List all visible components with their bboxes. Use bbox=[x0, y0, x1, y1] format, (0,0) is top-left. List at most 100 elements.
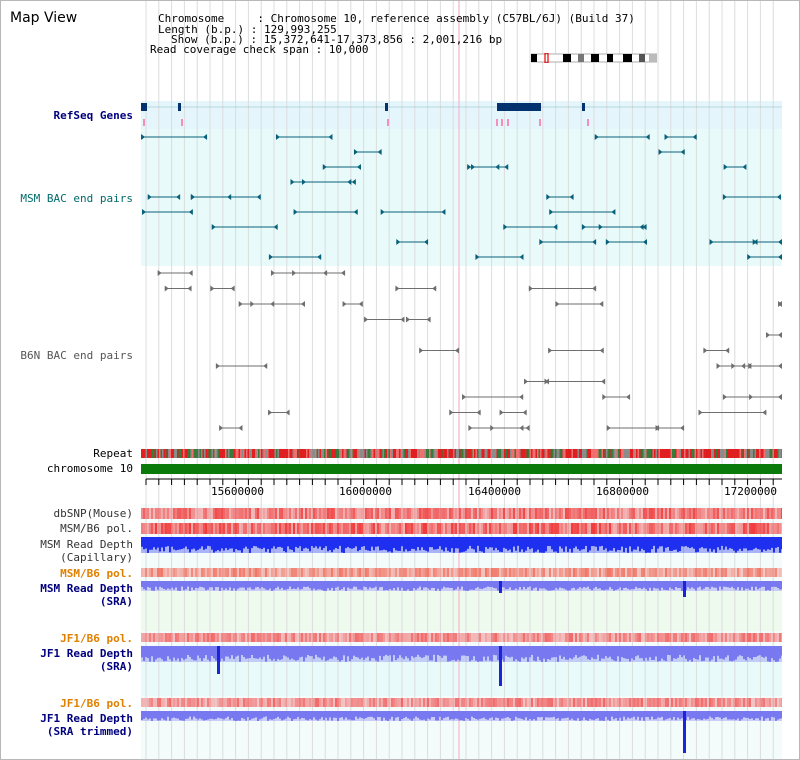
depth-bar bbox=[769, 537, 771, 550]
heat-cell bbox=[467, 508, 469, 519]
heat-cell bbox=[303, 508, 305, 519]
repeat-bar bbox=[222, 449, 224, 458]
label-repeat[interactable]: Repeat bbox=[93, 447, 133, 460]
heat-cell bbox=[757, 523, 759, 534]
heat-cell bbox=[705, 568, 707, 577]
heat-cell bbox=[343, 523, 345, 534]
heat-cell bbox=[751, 508, 753, 519]
heat-cell bbox=[211, 523, 213, 534]
heat-cell bbox=[735, 698, 737, 707]
heat-cell bbox=[315, 523, 317, 534]
repeat-bar bbox=[255, 449, 257, 458]
heat-cell bbox=[509, 508, 511, 519]
label-msm-read-depth-sra-1[interactable]: MSM Read Depth bbox=[40, 582, 133, 595]
label-msm-bac-end-pairs[interactable]: MSM BAC end pairs bbox=[20, 192, 133, 205]
heat-cell bbox=[271, 523, 273, 534]
depth-bar bbox=[159, 581, 161, 587]
heat-cell bbox=[215, 698, 217, 707]
depth-bar bbox=[721, 646, 723, 659]
heat-cell bbox=[667, 698, 669, 707]
repeat-bar bbox=[148, 449, 150, 458]
heat-cell bbox=[457, 568, 459, 577]
label-jf1-read-depth-trimmed-1[interactable]: JF1 Read Depth bbox=[40, 712, 133, 725]
depth-bar bbox=[339, 646, 341, 662]
label-msm-b6-pol-2[interactable]: MSM/B6 pol. bbox=[60, 567, 133, 580]
heat-cell bbox=[189, 508, 191, 519]
label-b6n-bac-end-pairs[interactable]: B6N BAC end pairs bbox=[20, 349, 133, 362]
depth-bar bbox=[433, 537, 435, 550]
heat-cell bbox=[519, 508, 521, 519]
heat-cell bbox=[565, 523, 567, 534]
heat-cell bbox=[717, 633, 719, 642]
heat-cell bbox=[585, 508, 587, 519]
depth-bar bbox=[285, 711, 287, 719]
heat-cell bbox=[469, 523, 471, 534]
depth-bar bbox=[303, 711, 305, 719]
heat-cell bbox=[759, 508, 761, 519]
depth-bar bbox=[465, 581, 467, 591]
depth-bar bbox=[485, 581, 487, 588]
label-dbsnp-mouse[interactable]: dbSNP(Mouse) bbox=[53, 507, 133, 520]
depth-bar bbox=[385, 646, 387, 655]
depth-bar bbox=[569, 581, 571, 591]
depth-bar bbox=[449, 646, 451, 662]
depth-bar bbox=[607, 711, 609, 720]
depth-bar bbox=[307, 537, 309, 549]
depth-bar bbox=[507, 581, 509, 590]
heat-cell bbox=[335, 523, 337, 534]
heat-cell bbox=[383, 698, 385, 707]
repeat-bar bbox=[471, 449, 473, 458]
repeat-bar bbox=[691, 449, 693, 458]
depth-bar bbox=[337, 711, 339, 721]
repeat-bar bbox=[409, 449, 411, 458]
depth-bar bbox=[623, 711, 625, 717]
depth-bar bbox=[531, 711, 533, 721]
depth-bar bbox=[605, 581, 607, 590]
heat-cell bbox=[193, 568, 195, 577]
track-area[interactable] bbox=[141, 1, 783, 759]
depth-bar bbox=[769, 646, 771, 662]
heat-cell bbox=[429, 508, 431, 519]
depth-bar bbox=[175, 711, 177, 719]
label-jf1-b6-pol[interactable]: JF1/B6 pol. bbox=[60, 632, 133, 645]
msm-bac-pair-end bbox=[539, 239, 544, 245]
heat-cell bbox=[709, 508, 711, 519]
label-refseq-genes[interactable]: RefSeq Genes bbox=[53, 109, 133, 122]
heat-cell bbox=[189, 633, 191, 642]
depth-bar bbox=[613, 537, 615, 549]
heat-cell bbox=[205, 633, 207, 642]
label-jf1-read-depth-sra-1[interactable]: JF1 Read Depth bbox=[40, 647, 133, 660]
heat-cell bbox=[303, 633, 305, 642]
repeat-bar bbox=[304, 449, 306, 458]
repeat-bar bbox=[544, 449, 546, 458]
heat-cell bbox=[605, 633, 607, 642]
heat-cell bbox=[641, 508, 643, 519]
depth-bar bbox=[523, 537, 525, 553]
heat-cell bbox=[523, 508, 525, 519]
label-jf1-b6-pol-2[interactable]: JF1/B6 pol. bbox=[60, 697, 133, 710]
heat-cell bbox=[235, 523, 237, 534]
chromosome-ideogram[interactable] bbox=[531, 53, 657, 63]
heat-cell bbox=[567, 633, 569, 642]
depth-bar bbox=[241, 581, 243, 588]
refseq-background bbox=[141, 101, 782, 129]
depth-bar bbox=[529, 646, 531, 658]
heat-cell bbox=[605, 523, 607, 534]
depth-bar bbox=[713, 537, 715, 550]
heat-cell bbox=[781, 633, 783, 642]
label-msm-read-depth-capillary-1[interactable]: MSM Read Depth bbox=[40, 538, 133, 551]
track-canvas[interactable] bbox=[141, 1, 783, 759]
heat-cell bbox=[399, 633, 401, 642]
heat-cell bbox=[211, 698, 213, 707]
depth-bar bbox=[319, 646, 321, 658]
heat-cell bbox=[405, 568, 407, 577]
msm-bac-pair-end bbox=[357, 164, 362, 170]
repeat-bar bbox=[637, 449, 639, 458]
heat-cell bbox=[679, 633, 681, 642]
depth-bar bbox=[621, 646, 623, 658]
depth-bar bbox=[687, 646, 689, 662]
depth-bar bbox=[723, 537, 725, 550]
repeat-bar bbox=[499, 449, 501, 458]
heat-cell bbox=[159, 523, 161, 534]
label-msm-b6-pol[interactable]: MSM/B6 pol. bbox=[60, 522, 133, 535]
